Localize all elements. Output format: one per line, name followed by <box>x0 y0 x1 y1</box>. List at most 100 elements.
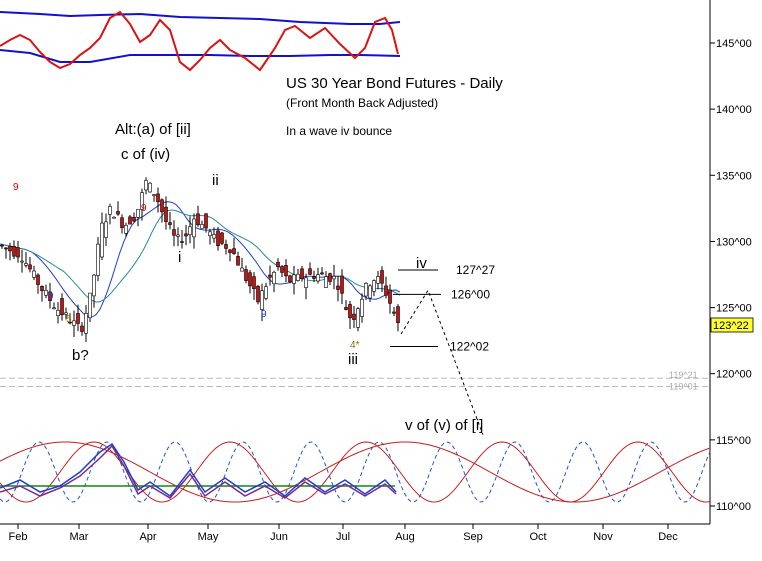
candle <box>188 226 192 236</box>
candle <box>252 276 256 289</box>
cycle-blue-line <box>0 442 397 498</box>
candle <box>80 325 84 332</box>
candle <box>52 307 56 310</box>
candle <box>240 267 244 272</box>
y-ticks: 145^00 140^00 135^00 130^00 125^00 120^00 115^… <box>710 38 752 513</box>
candle <box>120 217 124 228</box>
current-price-box <box>710 317 754 333</box>
chart-subtitle: (Front Month Back Adjusted) <box>286 96 438 110</box>
candle <box>360 298 364 317</box>
cycle-sine-wave-2 <box>0 441 711 503</box>
count-label: 4* <box>350 340 360 351</box>
x-tick-label: Aug <box>395 531 415 543</box>
x-tick-label: May <box>198 531 219 543</box>
price-level-label: 122^02 <box>450 339 489 353</box>
candle <box>372 280 376 292</box>
faint-level-label: 119^21 <box>669 370 698 380</box>
candle <box>168 222 172 225</box>
candle <box>44 289 48 296</box>
x-tick-label: Jun <box>270 531 288 543</box>
candle <box>256 285 260 303</box>
candle <box>108 206 112 215</box>
count-label: 5 <box>66 314 72 325</box>
x-tick-label: Dec <box>658 531 678 543</box>
osc-band-lower <box>0 49 401 63</box>
candle <box>316 274 320 282</box>
wave-label-b: b? <box>72 347 89 364</box>
candle <box>20 260 24 263</box>
price-levels: 127^27 126^00 122^02 <box>390 263 495 353</box>
candle <box>104 221 108 238</box>
candle <box>344 307 348 310</box>
candle <box>28 264 32 270</box>
candle <box>32 270 36 278</box>
candle <box>56 309 60 316</box>
candle <box>176 234 180 237</box>
candle <box>48 291 52 301</box>
x-tick-label: Feb <box>9 531 28 543</box>
candle <box>8 245 12 252</box>
wave-label-iii: iii <box>348 351 358 368</box>
candle <box>152 194 156 196</box>
candles <box>0 177 400 343</box>
x-tick-label: Sep <box>463 531 483 543</box>
x-tick-label: Oct <box>529 531 546 543</box>
candle <box>336 285 340 290</box>
count-label: 9 <box>261 309 267 320</box>
candle <box>392 311 396 314</box>
candle <box>116 211 120 215</box>
candle <box>84 313 88 334</box>
candle <box>140 192 144 210</box>
candle <box>236 256 240 266</box>
candle <box>284 265 288 277</box>
candle <box>356 308 360 328</box>
candle <box>244 269 248 281</box>
candle <box>388 289 392 304</box>
candle <box>212 234 216 239</box>
x-ticks: Feb Mar Apr May Jun Jul Aug Sep Oct Nov Dec <box>9 524 678 543</box>
candle <box>348 304 352 319</box>
candle <box>4 247 8 250</box>
candle <box>148 182 152 193</box>
candle <box>64 312 68 315</box>
candle <box>320 272 324 275</box>
y-tick-label: 135^00 <box>716 170 752 182</box>
count-label: 9 <box>141 203 147 214</box>
wave-label-i: i <box>178 249 181 266</box>
chart-title: US 30 Year Bond Futures - Daily <box>286 75 503 92</box>
cycle-panel <box>0 441 711 503</box>
candle <box>384 285 388 296</box>
candle <box>324 276 328 288</box>
candle <box>192 218 196 238</box>
wave-label-alt: Alt:(a) of [ii] <box>115 121 191 138</box>
candle <box>196 213 200 226</box>
price-level-label: 126^00 <box>451 287 490 301</box>
candle <box>172 229 176 236</box>
candle <box>220 232 224 244</box>
candle <box>144 180 148 191</box>
candle <box>164 206 168 222</box>
y-tick-label: 110^00 <box>716 501 751 513</box>
x-tick-label: Jul <box>336 531 350 543</box>
candle <box>368 285 372 299</box>
candle <box>376 276 380 284</box>
wave-label-v: v of (v) of [i] <box>405 417 483 434</box>
y-tick-label: 120^00 <box>716 369 752 381</box>
candle <box>200 224 204 229</box>
x-tick-label: Apr <box>139 531 156 543</box>
candle <box>16 247 20 258</box>
count-label: 9 <box>48 291 54 302</box>
current-price-label: 123^22 <box>713 320 749 332</box>
price-level-label: 127^27 <box>456 263 495 277</box>
candle <box>300 268 304 279</box>
candle <box>0 244 4 247</box>
candle <box>24 263 28 266</box>
candle <box>208 231 212 237</box>
candle <box>40 285 44 291</box>
y-tick-label: 145^00 <box>716 38 752 50</box>
candle <box>312 276 316 279</box>
candle <box>332 275 336 280</box>
candle <box>224 244 228 249</box>
top-oscillator <box>0 10 401 72</box>
